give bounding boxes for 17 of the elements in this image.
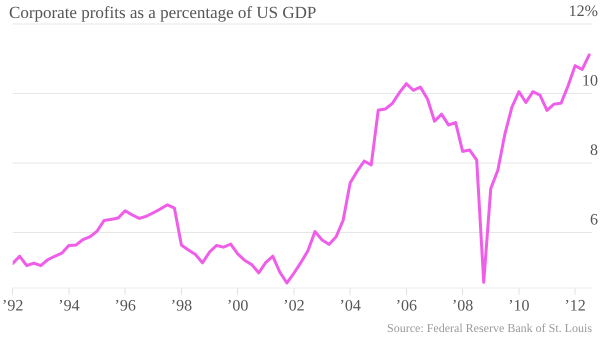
x-tick-label: ’12 bbox=[564, 298, 586, 315]
y-tick-label: 8 bbox=[590, 142, 598, 160]
x-tick-label: ’06 bbox=[396, 298, 418, 315]
source-note: Source: Federal Reserve Bank of St. Louis bbox=[387, 321, 592, 336]
chart-title: Corporate profits as a percentage of US GDP bbox=[9, 3, 316, 23]
x-tick-label: ’92 bbox=[2, 298, 24, 315]
x-tick-label: ’02 bbox=[283, 298, 305, 315]
x-tick-label: ’04 bbox=[339, 298, 361, 315]
y-tick-label: 6 bbox=[590, 211, 598, 228]
x-tick-label: ’94 bbox=[58, 298, 80, 315]
x-tick-label: ’00 bbox=[226, 298, 248, 315]
x-tick-label: ’96 bbox=[114, 298, 136, 315]
y-tick-label: 12% bbox=[568, 3, 598, 20]
x-tick-label: ’10 bbox=[508, 298, 530, 315]
x-tick-label: ’08 bbox=[452, 298, 474, 315]
y-tick-label: 10 bbox=[582, 72, 598, 90]
x-tick-label: ’98 bbox=[170, 298, 192, 315]
